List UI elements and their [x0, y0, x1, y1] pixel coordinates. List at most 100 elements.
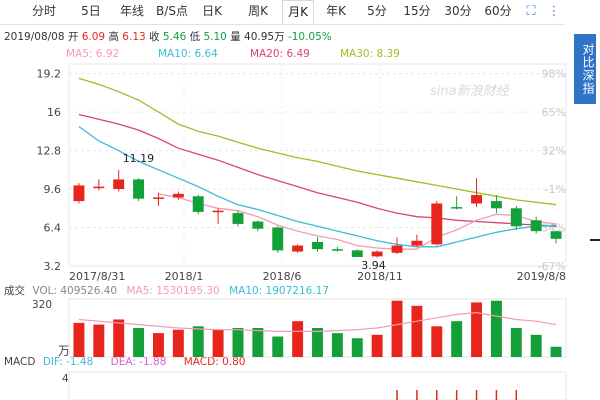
macd-frame [68, 371, 567, 400]
candle-body [490, 201, 502, 209]
low-label: 低 [189, 31, 201, 43]
volume-label: 量 [230, 31, 241, 43]
candle-body [312, 241, 323, 250]
candle [530, 216, 542, 234]
candle [252, 220, 264, 232]
candle-body [371, 251, 383, 257]
volume-bar [490, 300, 502, 357]
volume-bar [391, 300, 403, 357]
tab-5[interactable]: 周K [248, 4, 268, 18]
sina-watermark: sina新浪财经 [430, 83, 511, 99]
candle-body [172, 193, 184, 198]
ma10-line [78, 125, 557, 248]
volume-bar [331, 333, 343, 357]
price-tick-label: 12.8 [37, 145, 62, 158]
compare-index-button[interactable]: 对比深指 [574, 34, 596, 104]
candle [490, 195, 502, 214]
candle-body [232, 213, 244, 224]
candle-body [73, 185, 85, 202]
macd-y-max: 4 [62, 373, 69, 385]
tab-0[interactable]: 分时 [31, 4, 56, 18]
candle [312, 237, 323, 252]
period-tabs: 分时 5日 年线 B/S点 日K 周K 月K 年K 5分 15分 30分 60分 [0, 0, 565, 25]
volume-bar [73, 322, 85, 357]
volume-bar [471, 302, 483, 357]
macd-info-line: MACD DIF: -1.48 DEA: -1.88 MACD: 0.80 [4, 356, 245, 368]
volume-bar [550, 346, 562, 357]
price-annotation: 11.19 [123, 152, 155, 165]
candle-body [192, 196, 204, 212]
volume-bar [192, 326, 204, 357]
tab-9[interactable]: 15分 [403, 4, 431, 18]
pct-tick-label: -1% [545, 183, 566, 196]
candle [411, 234, 423, 247]
candle-body [93, 186, 105, 189]
candle-body [411, 240, 423, 246]
x-tick-label: 2018/6 [263, 270, 302, 283]
volume-bar [351, 338, 363, 357]
volume-unit: 万 [58, 344, 71, 358]
price-tick-label: 3.2 [44, 260, 62, 273]
high-label: 高 [108, 31, 119, 43]
candle [232, 210, 244, 227]
candle-body [550, 231, 562, 239]
quote-info-line: 2019/08/08 开 6.09 高 6.13 收 5.46 低 5.10 量… [4, 29, 332, 44]
candle-body [510, 208, 522, 227]
candle [272, 226, 284, 253]
volume-bar [212, 329, 224, 357]
high-value: 6.13 [122, 31, 146, 43]
candle [351, 249, 363, 258]
tab-2[interactable]: 年线 [119, 4, 144, 18]
candle [172, 191, 184, 200]
tab-10[interactable]: 30分 [444, 4, 472, 18]
candle-body [113, 179, 125, 190]
open-label: 开 [67, 31, 79, 43]
candle-body [133, 179, 145, 199]
volume-bar [172, 329, 184, 357]
price-tick-label: 19.2 [37, 68, 62, 81]
candle-body [451, 207, 463, 209]
candle [550, 230, 562, 244]
x-tick-label: 2017/8/31 [69, 270, 125, 283]
volume-value: 40.95万 [244, 31, 285, 43]
candle [451, 196, 463, 210]
volume-bar [431, 326, 443, 357]
ma5-line [158, 193, 557, 250]
volume-bar [451, 321, 463, 357]
ma30-legend: MA30: 8.39 [340, 48, 400, 60]
ma5-legend: MA5: 6.92 [66, 48, 120, 60]
ma20-legend: MA20: 6.49 [250, 48, 310, 60]
tab-8[interactable]: 5分 [367, 4, 387, 18]
low-value: 5.10 [203, 31, 227, 43]
candle-body [212, 210, 224, 213]
pct-tick-label: 65% [542, 106, 566, 119]
volume-y-max: 320 [32, 299, 53, 311]
more-options-icon[interactable]: ⋮ [547, 4, 561, 19]
tab-6[interactable]: 月K [282, 0, 314, 24]
candle [113, 169, 125, 192]
ma10-legend: MA10: 6.64 [158, 48, 218, 60]
tab-4[interactable]: 日K [202, 4, 222, 18]
volume-bar [371, 334, 383, 357]
tab-1[interactable]: 5日 [81, 4, 101, 18]
tab-11[interactable]: 60分 [484, 4, 512, 18]
price-annotation: 3.94 [361, 259, 386, 272]
candle [371, 250, 383, 258]
candle [212, 208, 224, 224]
candle [292, 244, 304, 253]
volume-ma5: MA5: 1530195.30 [126, 285, 220, 297]
tab-7[interactable]: 年K [326, 4, 346, 18]
volume-bar [152, 333, 164, 357]
price-tick-label: 6.4 [44, 222, 62, 235]
macd-dea: DEA: -1.88 [110, 356, 167, 368]
fullscreen-icon[interactable]: ⛶ [526, 4, 536, 19]
candle [152, 192, 164, 206]
candle [510, 205, 522, 230]
candle-body [252, 221, 264, 229]
tab-3[interactable]: B/S点 [156, 4, 188, 18]
candle [192, 195, 204, 215]
volume-bar [252, 328, 264, 357]
price-tick-label: 16 [47, 106, 61, 119]
x-tick-label: 2018/1 [165, 270, 204, 283]
price-tick-label: 9.6 [44, 183, 62, 196]
